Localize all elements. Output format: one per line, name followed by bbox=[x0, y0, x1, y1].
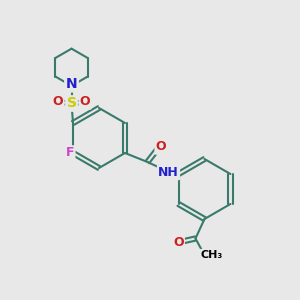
Text: F: F bbox=[66, 146, 74, 160]
Text: O: O bbox=[156, 140, 166, 154]
Text: CH₃: CH₃ bbox=[201, 250, 223, 260]
Text: NH: NH bbox=[158, 166, 179, 179]
Text: N: N bbox=[66, 77, 77, 91]
Text: S: S bbox=[67, 97, 76, 110]
Text: O: O bbox=[53, 95, 63, 109]
Text: N: N bbox=[66, 77, 77, 91]
Text: O: O bbox=[80, 95, 90, 109]
Text: O: O bbox=[173, 236, 184, 250]
